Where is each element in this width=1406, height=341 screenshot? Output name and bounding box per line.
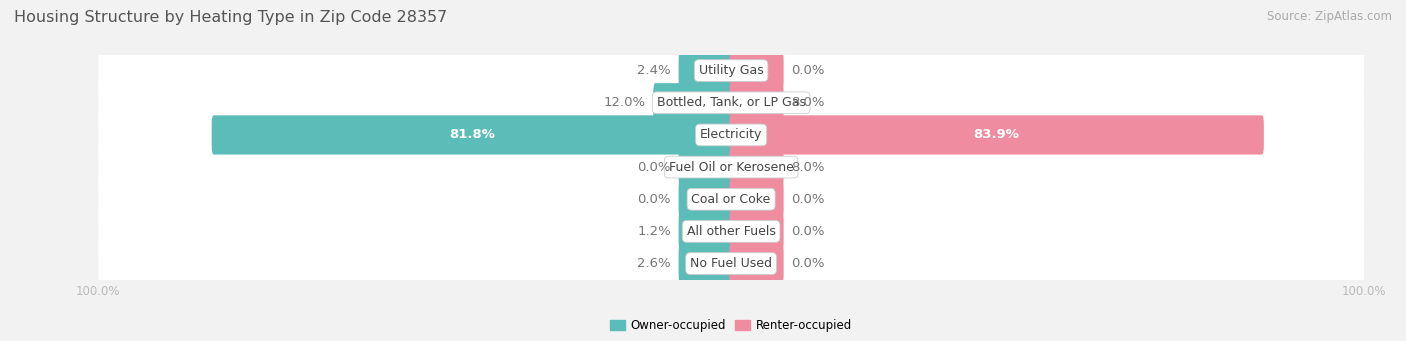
Text: Coal or Coke: Coal or Coke — [692, 193, 770, 206]
Text: 81.8%: 81.8% — [450, 129, 495, 142]
Text: 0.0%: 0.0% — [637, 161, 671, 174]
FancyBboxPatch shape — [654, 83, 733, 122]
FancyBboxPatch shape — [730, 51, 783, 90]
Text: 0.0%: 0.0% — [792, 64, 825, 77]
Text: Bottled, Tank, or LP Gas: Bottled, Tank, or LP Gas — [657, 96, 806, 109]
Text: 1.2%: 1.2% — [637, 225, 671, 238]
Text: 8.0%: 8.0% — [792, 96, 825, 109]
FancyBboxPatch shape — [98, 40, 1364, 101]
FancyBboxPatch shape — [98, 201, 1364, 262]
FancyBboxPatch shape — [98, 136, 1364, 198]
FancyBboxPatch shape — [679, 51, 733, 90]
Text: Utility Gas: Utility Gas — [699, 64, 763, 77]
Text: 0.0%: 0.0% — [792, 257, 825, 270]
Text: No Fuel Used: No Fuel Used — [690, 257, 772, 270]
FancyBboxPatch shape — [730, 83, 783, 122]
Text: 8.0%: 8.0% — [792, 161, 825, 174]
Text: All other Fuels: All other Fuels — [686, 225, 776, 238]
FancyBboxPatch shape — [98, 72, 1364, 133]
FancyBboxPatch shape — [679, 244, 733, 283]
Text: Source: ZipAtlas.com: Source: ZipAtlas.com — [1267, 10, 1392, 23]
Legend: Owner-occupied, Renter-occupied: Owner-occupied, Renter-occupied — [606, 314, 856, 337]
FancyBboxPatch shape — [679, 180, 733, 219]
FancyBboxPatch shape — [98, 104, 1364, 165]
FancyBboxPatch shape — [730, 212, 783, 251]
FancyBboxPatch shape — [212, 115, 733, 154]
FancyBboxPatch shape — [730, 147, 783, 187]
FancyBboxPatch shape — [679, 147, 733, 187]
Text: Electricity: Electricity — [700, 129, 762, 142]
FancyBboxPatch shape — [98, 233, 1364, 294]
FancyBboxPatch shape — [730, 115, 1264, 154]
Text: 2.4%: 2.4% — [637, 64, 671, 77]
FancyBboxPatch shape — [679, 212, 733, 251]
FancyBboxPatch shape — [730, 244, 783, 283]
Text: 83.9%: 83.9% — [973, 129, 1019, 142]
Text: Fuel Oil or Kerosene: Fuel Oil or Kerosene — [669, 161, 793, 174]
Text: 0.0%: 0.0% — [792, 225, 825, 238]
Text: 12.0%: 12.0% — [603, 96, 645, 109]
Text: 2.6%: 2.6% — [637, 257, 671, 270]
FancyBboxPatch shape — [98, 169, 1364, 230]
Text: 0.0%: 0.0% — [637, 193, 671, 206]
Text: 0.0%: 0.0% — [792, 193, 825, 206]
Text: Housing Structure by Heating Type in Zip Code 28357: Housing Structure by Heating Type in Zip… — [14, 10, 447, 25]
FancyBboxPatch shape — [730, 180, 783, 219]
